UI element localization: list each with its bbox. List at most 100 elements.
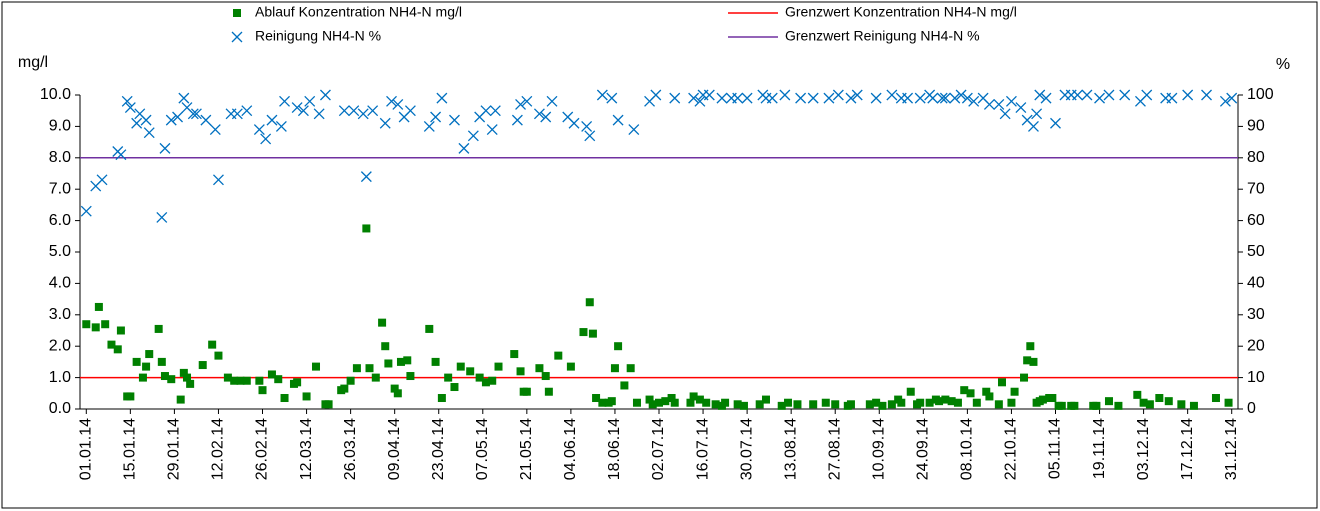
point: [845, 92, 857, 104]
point: [1166, 92, 1178, 104]
point: [515, 98, 527, 110]
y-tick-label: 10.0: [40, 86, 71, 103]
point: [1040, 92, 1052, 104]
point: [143, 127, 155, 139]
point: [870, 92, 882, 104]
point: [212, 174, 224, 186]
point: [124, 102, 136, 114]
point: [807, 92, 819, 104]
point: [1020, 373, 1029, 382]
point: [620, 381, 629, 390]
x-tick-label: 22.10.14: [1003, 418, 1020, 480]
point: [393, 389, 402, 398]
point: [521, 95, 533, 107]
x-tick-label: 31.12.14: [1223, 418, 1240, 480]
legend-label: Reinigung NH4-N %: [255, 28, 381, 44]
y2-tick-label: 20: [1247, 337, 1265, 354]
y2-tick-label: 70: [1247, 180, 1265, 197]
point: [467, 130, 479, 142]
x-tick-label: 08.10.14: [959, 418, 976, 480]
point: [186, 379, 195, 388]
x-tick-label: 27.08.14: [826, 418, 843, 480]
point: [1050, 117, 1061, 129]
point: [968, 95, 980, 107]
point: [1201, 89, 1212, 101]
point: [955, 89, 967, 101]
point: [367, 105, 379, 117]
point: [1211, 394, 1220, 403]
point: [914, 92, 926, 104]
point: [961, 92, 973, 104]
point: [588, 329, 597, 338]
point: [546, 95, 558, 107]
point: [156, 212, 168, 223]
point: [872, 398, 881, 407]
y-tick-label: 9.0: [49, 118, 71, 135]
point: [522, 387, 531, 396]
point: [444, 373, 453, 382]
point: [1145, 400, 1154, 409]
point: [437, 394, 446, 403]
point: [927, 92, 939, 104]
point: [953, 398, 962, 407]
point: [809, 400, 818, 409]
point: [242, 376, 251, 385]
point: [291, 102, 303, 114]
point: [157, 357, 166, 366]
point: [1114, 401, 1123, 410]
point: [145, 350, 154, 359]
y2-tick-label: 60: [1247, 212, 1265, 229]
point: [425, 324, 434, 333]
point: [739, 401, 748, 410]
point: [138, 373, 147, 382]
x-tick-label: 18.06.14: [606, 418, 623, 480]
point: [941, 395, 950, 404]
point: [510, 350, 519, 359]
point: [1070, 401, 1079, 410]
y-tick-label: 0.0: [49, 400, 71, 417]
x-tick-label: 02.07.14: [650, 418, 667, 480]
point: [626, 364, 635, 373]
point: [312, 362, 321, 371]
point: [140, 114, 152, 126]
point: [107, 340, 116, 349]
point: [340, 384, 349, 393]
point: [721, 398, 730, 407]
y-tick-label: 7.0: [49, 180, 71, 197]
point: [348, 105, 360, 117]
point: [406, 372, 415, 381]
point: [176, 395, 185, 404]
point: [983, 98, 995, 110]
point: [795, 92, 807, 104]
point: [1219, 95, 1231, 107]
point: [126, 392, 135, 401]
point: [338, 105, 350, 117]
point: [404, 105, 416, 117]
point: [1189, 401, 1198, 410]
point: [480, 105, 492, 117]
point: [258, 386, 267, 395]
point: [902, 92, 914, 104]
point: [887, 400, 896, 409]
point: [511, 114, 523, 126]
point: [160, 372, 169, 381]
point: [1133, 390, 1142, 399]
point: [821, 398, 830, 407]
point: [198, 361, 207, 370]
point: [997, 378, 1006, 387]
y-tick-label: 3.0: [49, 306, 71, 323]
point: [610, 364, 619, 373]
point: [449, 114, 460, 126]
point: [381, 342, 390, 351]
y-tick-label: 5.0: [49, 243, 71, 260]
point: [324, 400, 333, 409]
point: [598, 398, 607, 407]
x-tick-label: 05.11.14: [1047, 418, 1064, 479]
point: [669, 92, 681, 104]
point: [91, 323, 100, 332]
legend-marker: [231, 31, 243, 43]
point: [766, 92, 778, 104]
point: [481, 378, 490, 387]
point: [949, 92, 961, 104]
point: [535, 364, 544, 373]
